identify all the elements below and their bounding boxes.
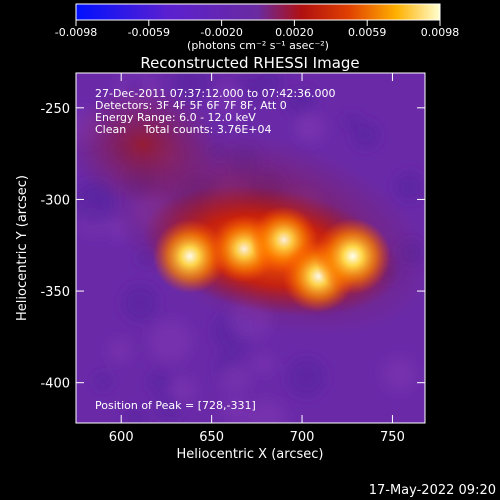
annotation-clean: Clean Total counts: 3.76E+04: [95, 123, 272, 136]
texture-patch: [343, 112, 360, 129]
diffuse-emission: [76, 84, 218, 205]
x-tick-label: 700: [290, 430, 315, 445]
texture-patch: [124, 406, 147, 423]
colorbar-tick-label: 0.0098: [421, 26, 460, 39]
x-axis-ticks: 600 650 700 750: [109, 73, 405, 445]
colorbar-tick-label: 0.0020: [275, 26, 314, 39]
texture-patch: [382, 357, 417, 392]
texture-patch: [222, 397, 250, 423]
x-tick-label: 650: [199, 430, 224, 445]
texture-patch: [351, 121, 380, 150]
texture-patch: [253, 353, 274, 374]
colorbar-unit-label: (photons cm⁻² s⁻¹ asec⁻²): [187, 39, 329, 52]
texture-patch: [220, 363, 250, 393]
emission-source: [152, 219, 227, 294]
texture-patch: [286, 357, 327, 397]
annotation-detectors: Detectors: 3F 4F 5F 6F 7F 8F, Att 0: [95, 99, 287, 112]
texture-patch: [121, 284, 159, 322]
colorbar-tick-label: -0.0059: [128, 26, 170, 39]
texture-patch: [394, 171, 425, 202]
texture-patch: [93, 372, 112, 391]
colorbar-tick-label: -0.0098: [55, 26, 97, 39]
texture-patch: [107, 338, 132, 363]
plot-frame: [75, 72, 426, 424]
y-axis-ticks: -250 -300 -350 -400: [40, 102, 425, 392]
emission-source: [314, 218, 391, 295]
image-area: [76, 73, 425, 423]
texture-patch: [213, 83, 246, 116]
chart-title: Reconstructed RHESSI Image: [140, 54, 359, 72]
colorbar-tick-label: -0.0020: [200, 26, 242, 39]
texture-patch: [284, 93, 304, 113]
x-axis-label: Heliocentric X (arcsec): [177, 447, 324, 462]
annotation-energy: Energy Range: 6.0 - 12.0 keV: [95, 111, 256, 124]
emission-sources: [76, 84, 425, 337]
annotation-time-range: 27-Dec-2011 07:37:12.000 to 07:42:36.000: [95, 87, 336, 100]
footer-timestamp: 17-May-2022 09:20: [369, 483, 496, 498]
colorbar: -0.0098 -0.0059 -0.0020 0.0020 0.0059 0.0098 …: [55, 3, 459, 52]
texture-patch: [246, 399, 286, 423]
colorbar-tick-label: 0.0059: [348, 26, 387, 39]
x-tick-label: 750: [380, 430, 405, 445]
texture-patch: [169, 377, 197, 405]
x-tick-label: 600: [109, 430, 134, 445]
texture-patch: [295, 116, 317, 138]
colorbar-gradient: [75, 3, 441, 21]
texture-patch: [147, 371, 171, 394]
colorbar-tick-marks: [75, 20, 441, 26]
y-tick-label: -250: [40, 102, 70, 117]
annotation-peak: Position of Peak = [728,-331]: [95, 399, 256, 412]
y-tick-label: -400: [40, 377, 70, 392]
y-tick-label: -300: [40, 193, 70, 208]
y-axis-label: Heliocentric Y (arcsec): [15, 175, 30, 321]
texture-patch: [148, 319, 192, 363]
colorbar-tick-labels: -0.0098 -0.0059 -0.0020 0.0020 0.0059 0.0098: [55, 26, 459, 39]
y-tick-label: -350: [40, 285, 70, 300]
